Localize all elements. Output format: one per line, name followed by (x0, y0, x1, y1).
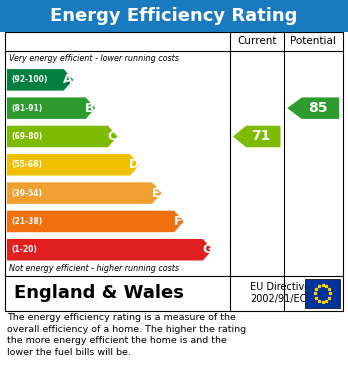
Text: (1-20): (1-20) (11, 245, 37, 254)
Text: A: A (63, 74, 73, 86)
Text: Potential: Potential (290, 36, 336, 47)
Text: D: D (129, 158, 140, 171)
Polygon shape (7, 69, 73, 91)
Polygon shape (7, 97, 95, 119)
Text: Energy Efficiency Rating: Energy Efficiency Rating (50, 7, 298, 25)
Polygon shape (7, 126, 118, 147)
Text: B: B (85, 102, 95, 115)
Text: (92-100): (92-100) (11, 75, 48, 84)
Text: G: G (202, 243, 212, 256)
Text: E: E (152, 187, 161, 200)
Text: 85: 85 (308, 101, 327, 115)
Text: England & Wales: England & Wales (14, 284, 184, 302)
Polygon shape (233, 126, 280, 147)
Text: Current: Current (237, 36, 276, 47)
Text: The energy efficiency rating is a measure of the
overall efficiency of a home. T: The energy efficiency rating is a measur… (7, 313, 246, 357)
Text: (81-91): (81-91) (11, 104, 42, 113)
Polygon shape (7, 182, 162, 204)
Polygon shape (287, 97, 339, 119)
Polygon shape (7, 211, 184, 232)
Text: Very energy efficient - lower running costs: Very energy efficient - lower running co… (9, 54, 179, 63)
Text: EU Directive
2002/91/EC: EU Directive 2002/91/EC (250, 282, 310, 304)
Bar (305, 279, 340, 308)
Text: 71: 71 (251, 129, 270, 143)
Text: F: F (174, 215, 183, 228)
Bar (0, 0, 348, 32)
Text: (21-38): (21-38) (11, 217, 42, 226)
Text: (69-80): (69-80) (11, 132, 42, 141)
Text: (55-68): (55-68) (11, 160, 42, 169)
Text: Not energy efficient - higher running costs: Not energy efficient - higher running co… (9, 264, 179, 273)
Polygon shape (7, 154, 140, 176)
Bar (5, 32, 343, 311)
Polygon shape (7, 239, 213, 260)
Text: C: C (108, 130, 117, 143)
Text: (39-54): (39-54) (11, 188, 42, 197)
